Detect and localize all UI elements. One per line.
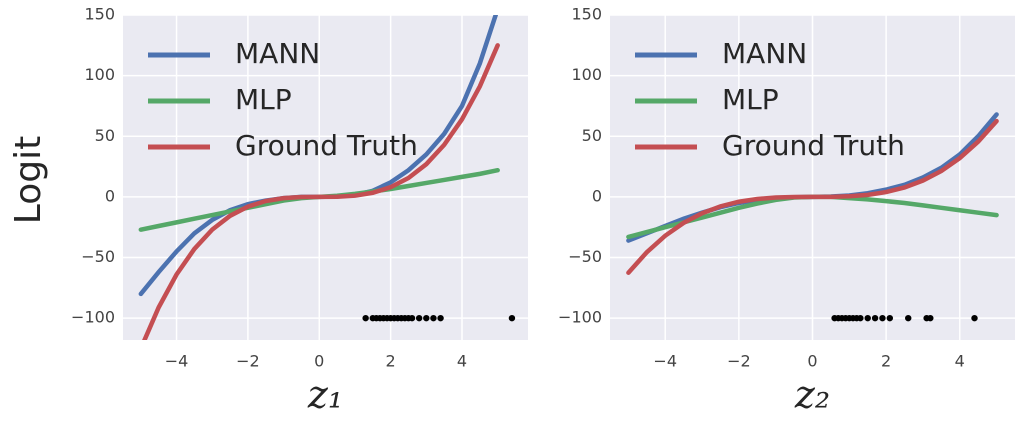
data-point [362, 314, 369, 322]
y-tick-label: 50 [582, 126, 602, 145]
data-point [423, 314, 430, 322]
y-tick-label: −50 [568, 247, 602, 266]
x-tick-label: 4 [955, 352, 965, 371]
x-tick-label: −2 [236, 352, 260, 371]
legend-label: MLP [235, 83, 292, 116]
legend-label: MANN [722, 37, 807, 70]
x-tick-label: −4 [653, 352, 677, 371]
y-tick-label: 0 [105, 186, 115, 205]
x-axis-label: z₁ [307, 373, 343, 417]
data-point [415, 314, 423, 322]
data-point [871, 314, 879, 322]
x-tick-label: −4 [165, 352, 189, 371]
y-tick-label: 150 [571, 5, 602, 24]
data-point [437, 314, 444, 322]
data-point [508, 314, 516, 322]
x-axis-label: z₂ [794, 373, 830, 417]
y-tick-label: −50 [81, 247, 115, 266]
x-tick-label: 4 [457, 352, 467, 371]
legend-label: Ground Truth [235, 129, 418, 162]
data-point [430, 314, 437, 322]
legend-label: MANN [235, 37, 320, 70]
legend-label: Ground Truth [722, 129, 905, 162]
y-axis-label: Logit [8, 136, 49, 224]
data-point [857, 314, 864, 322]
data-point [927, 314, 934, 322]
data-point [879, 314, 886, 322]
y-tick-label: 50 [95, 126, 115, 145]
x-tick-label: 0 [314, 352, 324, 371]
data-point [408, 314, 416, 322]
x-tick-label: −2 [727, 352, 751, 371]
plot-content [626, 112, 999, 322]
y-tick-label: 100 [571, 65, 602, 84]
data-point [971, 314, 978, 322]
y-tick-label: 150 [84, 5, 115, 24]
legend-label: MLP [722, 83, 779, 116]
x-tick-label: 2 [881, 352, 891, 371]
data-point [886, 314, 894, 322]
y-tick-label: −100 [71, 308, 115, 327]
x-tick-label: 0 [807, 352, 817, 371]
y-tick-label: −100 [558, 308, 602, 327]
y-tick-label: 100 [84, 65, 115, 84]
data-point [864, 314, 871, 322]
x-tick-label: 2 [386, 352, 396, 371]
data-point [905, 314, 912, 322]
plot-content [138, 15, 516, 340]
series-line [626, 118, 999, 275]
y-tick-label: 0 [592, 186, 602, 205]
series-line [142, 43, 500, 340]
